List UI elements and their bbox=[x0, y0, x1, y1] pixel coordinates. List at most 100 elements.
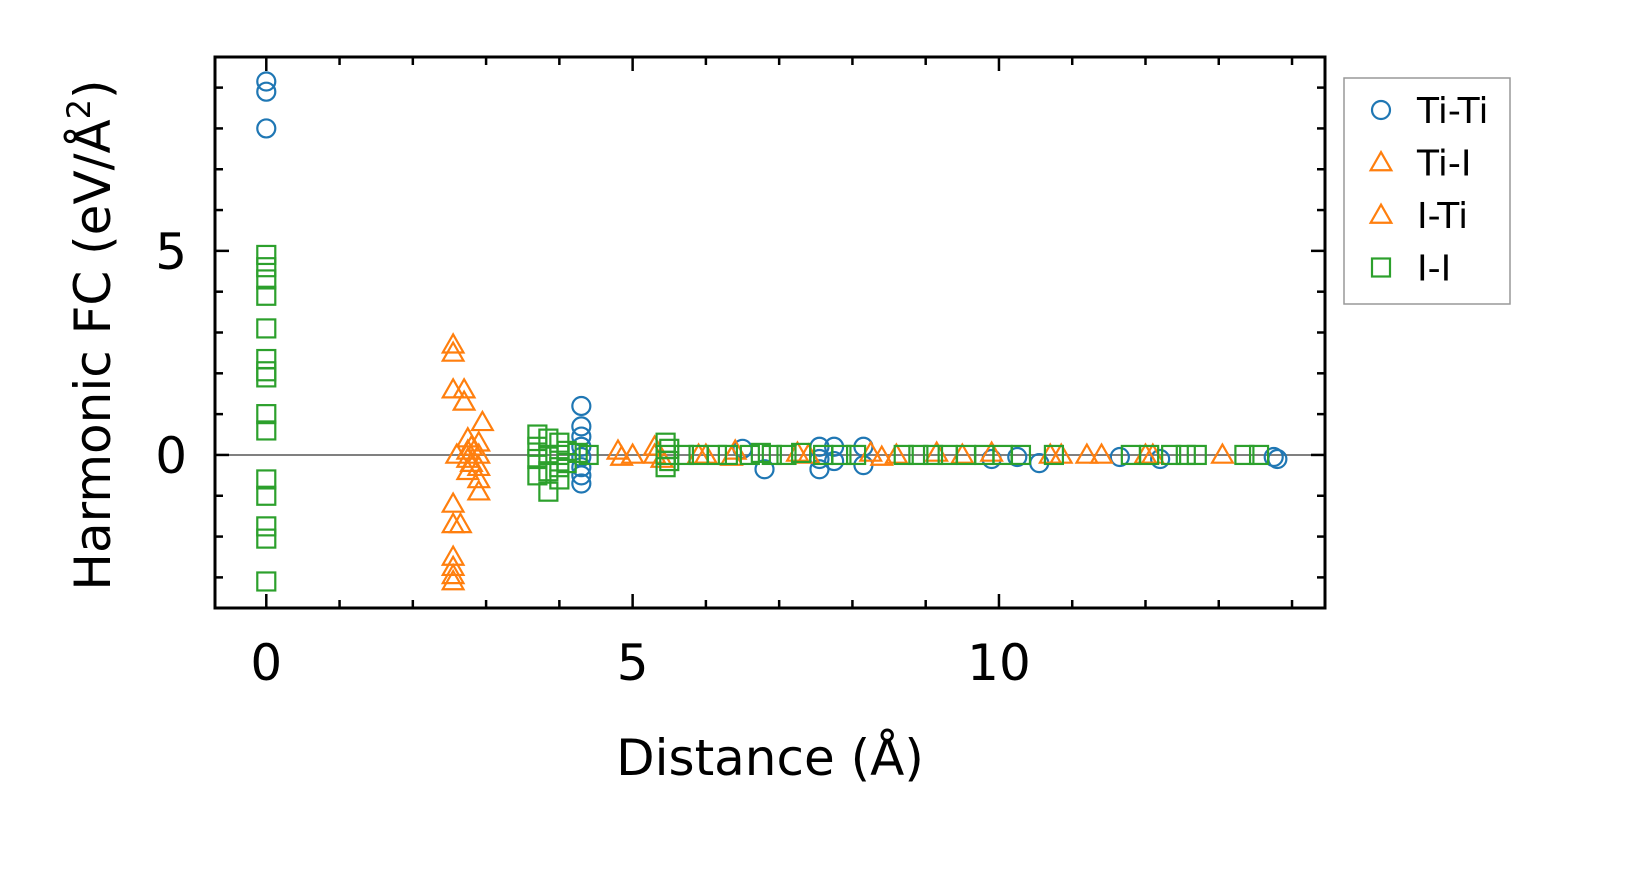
legend-label-ti-ti: Ti-Ti bbox=[1416, 91, 1488, 132]
data-point bbox=[538, 428, 559, 449]
axis-ticks bbox=[215, 57, 1325, 608]
data-point bbox=[922, 444, 944, 466]
data-point bbox=[754, 459, 775, 480]
legend-marker-ti-i bbox=[1368, 149, 1394, 172]
data-point bbox=[567, 442, 588, 464]
data-point bbox=[556, 453, 577, 474]
y-tick-label: 5 bbox=[155, 223, 187, 281]
x-tick-label: 0 bbox=[250, 634, 282, 692]
data-point bbox=[256, 81, 277, 102]
data-point bbox=[527, 465, 548, 486]
data-point bbox=[1089, 442, 1114, 464]
data-point bbox=[451, 389, 477, 411]
data-point bbox=[845, 444, 867, 466]
data-point bbox=[686, 442, 711, 464]
data-point bbox=[549, 469, 570, 490]
data-point bbox=[549, 457, 570, 478]
data-point bbox=[571, 416, 592, 437]
data-point bbox=[571, 457, 592, 478]
data-point bbox=[256, 244, 277, 266]
legend-marker-i-ti bbox=[1368, 202, 1394, 224]
data-point bbox=[459, 450, 484, 472]
data-point bbox=[739, 444, 760, 466]
data-point bbox=[571, 395, 592, 417]
y-axis-label-main: Harmonic FC (eV/Å bbox=[64, 119, 122, 590]
data-point bbox=[693, 442, 719, 464]
data-point bbox=[556, 440, 577, 461]
data-point bbox=[750, 442, 771, 464]
y-axis-label-superscript: 2 bbox=[60, 99, 98, 119]
data-point bbox=[893, 444, 914, 466]
data-point bbox=[1109, 446, 1130, 468]
data-point bbox=[256, 318, 277, 339]
data-point bbox=[620, 442, 645, 464]
data-point bbox=[1038, 442, 1063, 464]
data-points bbox=[256, 71, 1288, 592]
data-point bbox=[1074, 442, 1100, 464]
data-point bbox=[448, 511, 473, 534]
data-point bbox=[950, 442, 975, 464]
series-ti-ti bbox=[256, 71, 1288, 494]
data-point bbox=[673, 444, 695, 466]
data-point bbox=[717, 444, 738, 466]
data-point bbox=[256, 420, 277, 441]
y-axis-label: Harmonic FC (eV/Å2) bbox=[60, 79, 122, 590]
data-point bbox=[256, 71, 277, 92]
data-point bbox=[1186, 444, 1207, 466]
data-point bbox=[470, 409, 495, 432]
data-point bbox=[256, 361, 277, 382]
data-point bbox=[440, 511, 466, 534]
data-point bbox=[1175, 444, 1196, 466]
data-point bbox=[571, 465, 592, 486]
data-point bbox=[1048, 442, 1074, 464]
legend-items: Ti-Ti Ti-I I-Ti I-I bbox=[1368, 91, 1488, 290]
data-point bbox=[884, 442, 909, 464]
data-point bbox=[256, 571, 277, 592]
x-tick-label: 5 bbox=[617, 634, 649, 692]
data-point bbox=[527, 448, 548, 470]
data-point bbox=[256, 367, 277, 388]
data-point bbox=[1210, 442, 1235, 464]
data-point bbox=[455, 446, 481, 468]
data-point bbox=[1043, 444, 1065, 466]
data-point bbox=[1139, 444, 1160, 466]
data-point bbox=[578, 444, 599, 466]
data-point bbox=[659, 450, 680, 472]
data-point bbox=[979, 440, 1004, 462]
data-point bbox=[824, 450, 845, 472]
data-point bbox=[440, 340, 466, 362]
data-point bbox=[256, 469, 277, 490]
data-point bbox=[776, 444, 797, 466]
data-point bbox=[1007, 446, 1028, 468]
y-axis-label-close: ) bbox=[64, 79, 122, 99]
data-point bbox=[1234, 444, 1255, 466]
data-point bbox=[1010, 444, 1032, 466]
legend-label-i-i: I-I bbox=[1417, 249, 1451, 290]
legend-label-i-ti: I-Ti bbox=[1417, 196, 1468, 237]
plot-frame bbox=[213, 55, 1327, 610]
data-point bbox=[440, 554, 466, 577]
data-point bbox=[256, 528, 277, 549]
data-point bbox=[908, 444, 929, 466]
data-point bbox=[571, 473, 592, 494]
data-point bbox=[1248, 444, 1270, 466]
data-point bbox=[1161, 444, 1182, 466]
data-point bbox=[256, 516, 277, 537]
series-ti-i bbox=[440, 332, 1235, 591]
data-point bbox=[440, 377, 466, 399]
data-point bbox=[791, 442, 812, 464]
legend-marker-i-i bbox=[1370, 257, 1392, 278]
data-point bbox=[761, 444, 782, 466]
data-point bbox=[466, 454, 492, 477]
data-point bbox=[466, 466, 492, 489]
data-point bbox=[256, 257, 277, 278]
data-point bbox=[1150, 448, 1171, 470]
data-point bbox=[256, 404, 277, 425]
data-point bbox=[256, 269, 277, 290]
data-point bbox=[440, 332, 466, 354]
data-point bbox=[1263, 446, 1284, 468]
data-point bbox=[256, 118, 277, 139]
data-point bbox=[538, 481, 559, 502]
data-point bbox=[706, 444, 727, 466]
